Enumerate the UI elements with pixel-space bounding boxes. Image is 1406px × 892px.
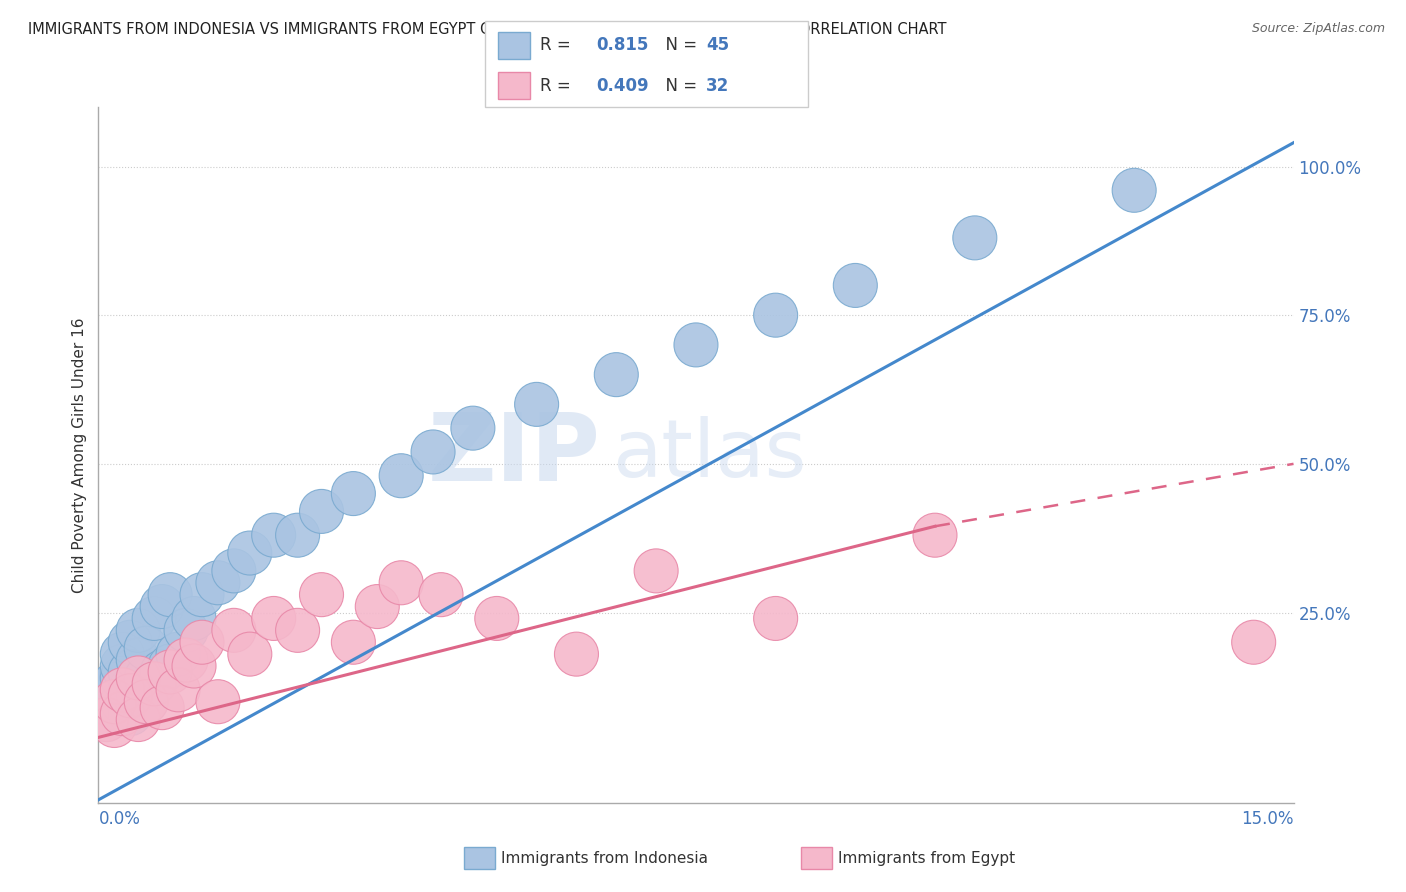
Ellipse shape: [108, 668, 152, 712]
Ellipse shape: [108, 691, 152, 736]
Ellipse shape: [299, 490, 343, 533]
Ellipse shape: [132, 662, 176, 706]
Ellipse shape: [252, 513, 295, 558]
Ellipse shape: [84, 698, 128, 741]
Ellipse shape: [117, 608, 160, 652]
Text: 15.0%: 15.0%: [1241, 810, 1294, 828]
Ellipse shape: [124, 656, 169, 700]
Ellipse shape: [554, 632, 599, 676]
Ellipse shape: [380, 561, 423, 605]
Text: R =: R =: [540, 77, 576, 95]
Ellipse shape: [156, 668, 200, 712]
Ellipse shape: [165, 608, 208, 652]
Ellipse shape: [108, 650, 152, 694]
Ellipse shape: [117, 638, 160, 682]
Ellipse shape: [212, 608, 256, 652]
Ellipse shape: [84, 668, 128, 712]
Ellipse shape: [276, 513, 319, 558]
Ellipse shape: [515, 383, 558, 426]
Ellipse shape: [195, 561, 240, 605]
Ellipse shape: [754, 293, 797, 337]
Ellipse shape: [117, 673, 160, 718]
Ellipse shape: [108, 673, 152, 718]
Ellipse shape: [100, 656, 145, 700]
Ellipse shape: [141, 650, 184, 694]
Ellipse shape: [451, 406, 495, 450]
Text: Source: ZipAtlas.com: Source: ZipAtlas.com: [1251, 22, 1385, 36]
Text: Immigrants from Indonesia: Immigrants from Indonesia: [501, 851, 707, 865]
Text: 0.0%: 0.0%: [98, 810, 141, 828]
Ellipse shape: [228, 632, 271, 676]
Ellipse shape: [100, 691, 145, 736]
Ellipse shape: [195, 680, 240, 723]
Ellipse shape: [93, 704, 136, 747]
Ellipse shape: [834, 263, 877, 308]
Ellipse shape: [117, 698, 160, 741]
Ellipse shape: [595, 352, 638, 397]
Ellipse shape: [276, 608, 319, 652]
Text: N =: N =: [655, 37, 703, 54]
Text: 45: 45: [706, 37, 730, 54]
Ellipse shape: [124, 626, 169, 670]
Ellipse shape: [132, 597, 176, 640]
Ellipse shape: [132, 662, 176, 706]
Text: 32: 32: [706, 77, 730, 95]
Ellipse shape: [252, 597, 295, 640]
Ellipse shape: [1112, 169, 1156, 212]
Ellipse shape: [124, 680, 169, 723]
Text: Immigrants from Egypt: Immigrants from Egypt: [838, 851, 1015, 865]
Ellipse shape: [419, 573, 463, 616]
Text: R =: R =: [540, 37, 576, 54]
Ellipse shape: [93, 662, 136, 706]
Ellipse shape: [141, 686, 184, 730]
Ellipse shape: [475, 597, 519, 640]
Ellipse shape: [172, 644, 217, 688]
Ellipse shape: [124, 680, 169, 723]
Ellipse shape: [100, 632, 145, 676]
Ellipse shape: [912, 513, 957, 558]
Ellipse shape: [953, 216, 997, 260]
Ellipse shape: [1232, 620, 1275, 665]
Ellipse shape: [148, 644, 193, 688]
Ellipse shape: [165, 638, 208, 682]
Ellipse shape: [180, 573, 224, 616]
Ellipse shape: [156, 632, 200, 676]
Ellipse shape: [332, 472, 375, 516]
Ellipse shape: [141, 584, 184, 629]
Ellipse shape: [332, 620, 375, 665]
Ellipse shape: [634, 549, 678, 593]
Y-axis label: Child Poverty Among Girls Under 16: Child Poverty Among Girls Under 16: [72, 318, 87, 592]
Ellipse shape: [228, 531, 271, 575]
Ellipse shape: [172, 597, 217, 640]
Ellipse shape: [100, 644, 145, 688]
Ellipse shape: [84, 698, 128, 741]
Text: 0.409: 0.409: [596, 77, 650, 95]
Ellipse shape: [180, 620, 224, 665]
Ellipse shape: [93, 680, 136, 723]
Text: ZIP: ZIP: [427, 409, 600, 501]
Ellipse shape: [117, 656, 160, 700]
Ellipse shape: [148, 650, 193, 694]
Ellipse shape: [100, 680, 145, 723]
Text: atlas: atlas: [613, 416, 807, 494]
Ellipse shape: [100, 668, 145, 712]
Ellipse shape: [212, 549, 256, 593]
Ellipse shape: [356, 584, 399, 629]
Ellipse shape: [299, 573, 343, 616]
Text: 0.815: 0.815: [596, 37, 648, 54]
Text: IMMIGRANTS FROM INDONESIA VS IMMIGRANTS FROM EGYPT CHILD POVERTY AMONG GIRLS UND: IMMIGRANTS FROM INDONESIA VS IMMIGRANTS …: [28, 22, 946, 37]
Ellipse shape: [108, 620, 152, 665]
Ellipse shape: [93, 686, 136, 730]
Text: N =: N =: [655, 77, 703, 95]
Ellipse shape: [148, 573, 193, 616]
Ellipse shape: [754, 597, 797, 640]
Ellipse shape: [380, 454, 423, 498]
Ellipse shape: [411, 430, 456, 474]
Ellipse shape: [673, 323, 718, 367]
